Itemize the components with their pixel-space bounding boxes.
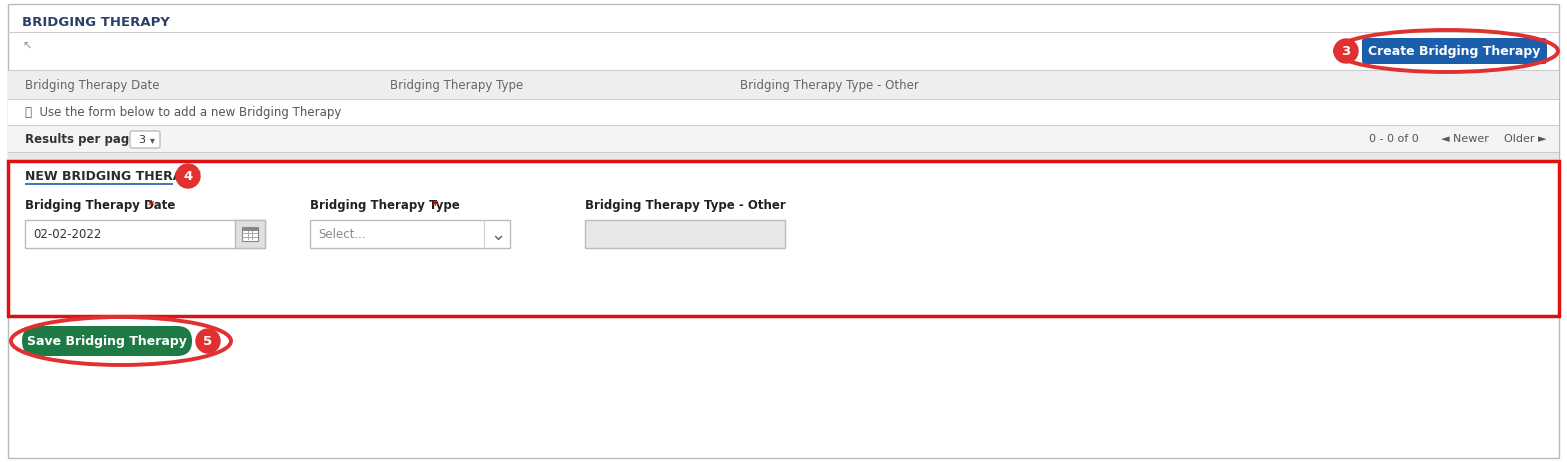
Text: 3: 3 [1341, 45, 1351, 58]
Bar [25, 220, 265, 248]
Bar [235, 220, 265, 248]
Text: ↖: ↖ [22, 42, 31, 52]
Text: Bridging Therapy Date: Bridging Therapy Date [25, 200, 176, 213]
Text: *: * [432, 200, 439, 213]
Text: Older ►: Older ► [1504, 134, 1547, 145]
Text: ◄ Newer: ◄ Newer [1442, 134, 1489, 145]
FancyBboxPatch shape [1362, 38, 1547, 64]
Bar [8, 70, 1559, 71]
Text: NEW BRIDGING THERAPY: NEW BRIDGING THERAPY [25, 170, 201, 182]
Text: 3: 3 [138, 135, 146, 145]
Text: *: * [147, 200, 155, 213]
Bar [8, 153, 1559, 161]
Text: 0 - 0 of 0: 0 - 0 of 0 [1370, 134, 1420, 145]
Text: ⓘ  Use the form below to add a new Bridging Therapy: ⓘ Use the form below to add a new Bridgi… [25, 106, 342, 119]
Bar [8, 152, 1559, 153]
Circle shape [176, 164, 201, 188]
Text: 02-02-2022: 02-02-2022 [33, 228, 102, 241]
Bar [8, 71, 1559, 99]
Bar [241, 227, 259, 241]
Bar [8, 99, 1559, 100]
Circle shape [1334, 39, 1359, 63]
Bar [241, 233, 259, 234]
Bar [8, 161, 1559, 316]
Text: ⌄: ⌄ [490, 226, 506, 244]
Text: Results per page:: Results per page: [25, 133, 143, 146]
Circle shape [196, 329, 219, 353]
FancyBboxPatch shape [130, 131, 160, 148]
Bar [584, 220, 785, 248]
Text: Select...: Select... [318, 228, 365, 241]
Text: 5: 5 [204, 335, 213, 348]
Text: Create Bridging Therapy: Create Bridging Therapy [1368, 45, 1540, 58]
Text: Bridging Therapy Date: Bridging Therapy Date [25, 79, 160, 92]
Bar [25, 183, 172, 185]
Bar [8, 99, 1559, 125]
Text: BRIDGING THERAPY: BRIDGING THERAPY [22, 16, 169, 29]
Bar [241, 227, 259, 231]
Bar [8, 126, 1559, 152]
Text: Bridging Therapy Type: Bridging Therapy Type [390, 79, 523, 92]
Text: Bridging Therapy Type - Other: Bridging Therapy Type - Other [584, 200, 785, 213]
Bar [8, 32, 1559, 33]
Bar [8, 125, 1559, 126]
Bar [241, 237, 259, 238]
Text: Bridging Therapy Type: Bridging Therapy Type [310, 200, 459, 213]
Text: 4: 4 [183, 170, 193, 183]
Text: Bridging Therapy Type - Other: Bridging Therapy Type - Other [740, 79, 918, 92]
Bar [310, 220, 509, 248]
Text: ▾: ▾ [149, 135, 155, 146]
FancyBboxPatch shape [22, 326, 193, 356]
Text: Save Bridging Therapy: Save Bridging Therapy [27, 335, 186, 348]
